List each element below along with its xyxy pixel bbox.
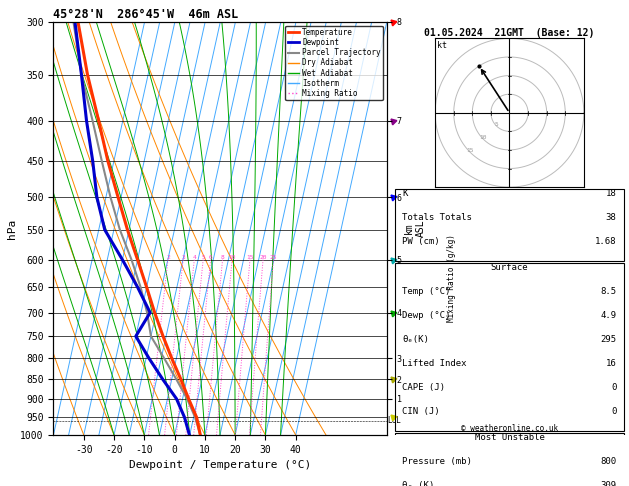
Text: 4: 4 [192,255,196,260]
Text: 4.9: 4.9 [601,311,616,320]
Text: 15: 15 [246,255,253,260]
Text: 18: 18 [606,189,616,198]
Text: PW (cm): PW (cm) [403,237,440,246]
Text: 2: 2 [166,255,170,260]
X-axis label: Dewpoint / Temperature (°C): Dewpoint / Temperature (°C) [129,460,311,470]
Text: Temp (°C): Temp (°C) [403,287,451,296]
Text: Most Unstable: Most Unstable [474,433,545,442]
Bar [396,263,623,431]
Bar [396,433,623,486]
Text: © weatheronline.co.uk: © weatheronline.co.uk [461,424,558,433]
Text: θₑ(K): θₑ(K) [403,335,430,344]
Text: 8.5: 8.5 [601,287,616,296]
Text: Totals Totals: Totals Totals [403,213,472,222]
Text: 0: 0 [611,407,616,416]
Text: CIN (J): CIN (J) [403,407,440,416]
Text: K: K [403,189,408,198]
Text: 25: 25 [270,255,277,260]
Text: 1.68: 1.68 [595,237,616,246]
Text: kt: kt [437,41,447,51]
Text: LCL: LCL [387,417,402,425]
Text: 309: 309 [601,481,616,486]
Text: 0: 0 [611,383,616,392]
Text: 5: 5 [201,255,205,260]
Text: Surface: Surface [491,263,528,272]
Text: Lifted Index: Lifted Index [403,359,467,368]
Text: 15: 15 [467,148,474,153]
Text: 10: 10 [480,135,487,140]
Text: 38: 38 [606,213,616,222]
Y-axis label: km
ASL: km ASL [404,220,426,237]
Text: Dewp (°C): Dewp (°C) [403,311,451,320]
Text: 295: 295 [601,335,616,344]
Text: 8: 8 [221,255,225,260]
Legend: Temperature, Dewpoint, Parcel Trajectory, Dry Adiabat, Wet Adiabat, Isotherm, Mi: Temperature, Dewpoint, Parcel Trajectory… [286,26,383,100]
Text: 01.05.2024  21GMT  (Base: 12): 01.05.2024 21GMT (Base: 12) [425,28,594,38]
Text: Mixing Ratio (g/kg): Mixing Ratio (g/kg) [447,234,456,322]
Text: 20: 20 [259,255,267,260]
Text: 45°28'N  286°45'W  46m ASL: 45°28'N 286°45'W 46m ASL [53,8,239,21]
Text: 3: 3 [181,255,185,260]
Text: 800: 800 [601,457,616,466]
Text: 6: 6 [209,255,213,260]
Text: CAPE (J): CAPE (J) [403,383,445,392]
Text: 10: 10 [228,255,236,260]
Text: θₑ (K): θₑ (K) [403,481,435,486]
Y-axis label: hPa: hPa [8,218,18,239]
Text: Pressure (mb): Pressure (mb) [403,457,472,466]
Text: 5: 5 [494,122,498,127]
Bar [396,189,623,261]
Text: 16: 16 [606,359,616,368]
